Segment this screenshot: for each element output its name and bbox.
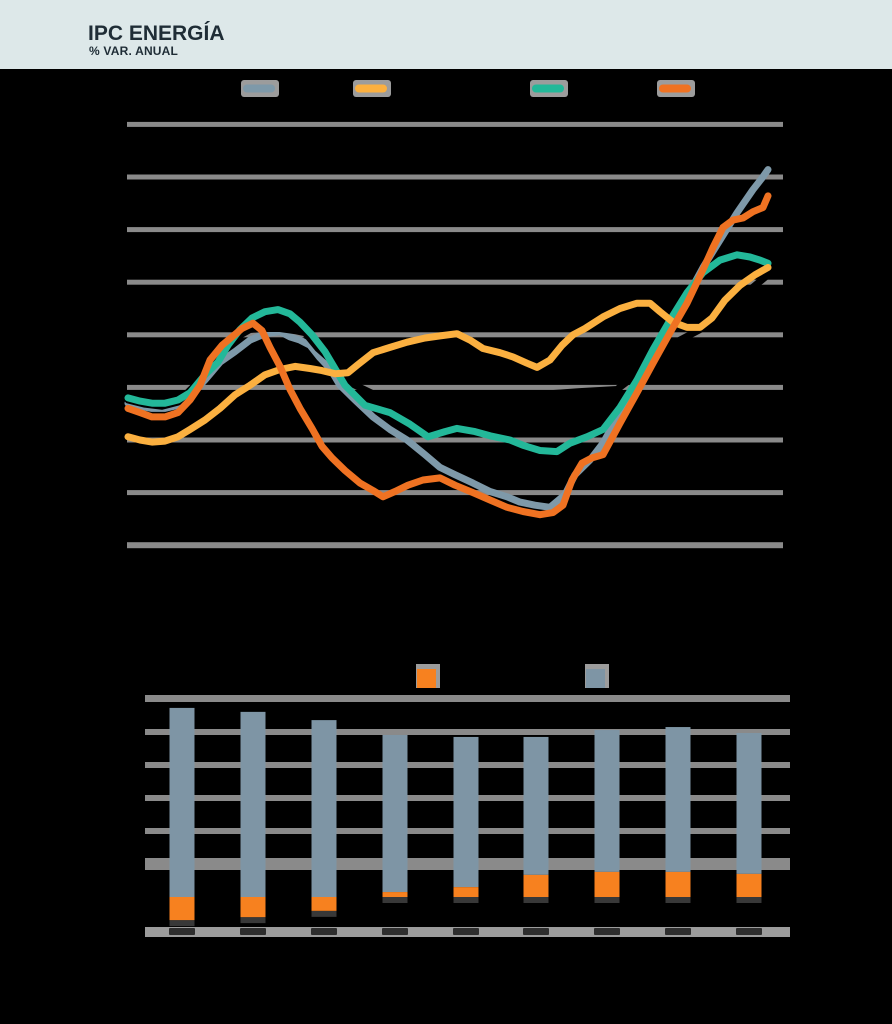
axis-label-smudge xyxy=(311,928,337,935)
bar-shadow xyxy=(736,897,762,903)
line-chart-gridline xyxy=(127,174,783,180)
title-banner: IPC ENERGÍA % VAR. ANUAL xyxy=(0,0,892,69)
series-teal-line xyxy=(124,251,772,456)
axis-label-smudge xyxy=(240,928,266,935)
bar-orange-segment xyxy=(240,897,266,918)
bar-chart-top-border xyxy=(145,695,790,702)
axis-label-smudge xyxy=(594,928,620,935)
line-chart-gridline xyxy=(127,121,783,127)
bar-orange-segment xyxy=(453,887,479,897)
page-title: IPC ENERGÍA xyxy=(88,22,225,45)
legend-bar-gray-swatch xyxy=(586,669,605,688)
bar-gray-segment xyxy=(594,730,620,872)
page-subtitle: % VAR. ANUAL xyxy=(89,44,179,58)
bar-gray-segment xyxy=(665,727,691,872)
axis-label-smudge xyxy=(523,928,549,935)
line-chart-gridline xyxy=(127,542,783,549)
line-chart-gridline xyxy=(127,384,783,390)
bar-gray-segment xyxy=(311,720,337,897)
bar-orange-segment xyxy=(311,897,337,911)
axis-label-smudge xyxy=(665,928,691,935)
bar-shadow xyxy=(594,897,620,903)
line-chart-gridline xyxy=(127,490,783,496)
bar-shadow xyxy=(169,920,195,927)
bar-orange-segment xyxy=(523,874,549,897)
axis-label-smudge xyxy=(169,928,195,935)
bar-orange-segment xyxy=(736,873,762,897)
axis-label-smudge xyxy=(382,928,408,935)
line-chart-gridline xyxy=(127,437,783,443)
axis-label-smudge xyxy=(736,928,762,935)
bar-shadow xyxy=(311,910,337,917)
bar-gray-segment xyxy=(453,736,479,888)
bar-orange-segment xyxy=(382,892,408,897)
bar-shadow xyxy=(240,917,266,924)
line-chart-gridline xyxy=(127,227,783,233)
bar-orange-segment xyxy=(594,871,620,897)
bar-gray-segment xyxy=(382,734,408,893)
bar-shadow xyxy=(453,897,479,903)
legend-bar-orange-swatch xyxy=(417,669,436,688)
bar-gray-segment xyxy=(736,732,762,874)
series-orange-line xyxy=(124,192,772,519)
bar-shadow xyxy=(523,897,549,903)
bar-shadow xyxy=(665,897,691,903)
bar-chart-gridline xyxy=(145,729,790,735)
bar-gray-segment xyxy=(240,711,266,897)
series-gray-line xyxy=(124,166,772,511)
line-chart-gridline xyxy=(127,279,783,285)
bar-shadow xyxy=(382,897,408,903)
series-amber-line xyxy=(124,264,772,446)
bar-orange-segment xyxy=(169,897,195,921)
bar-orange-segment xyxy=(665,871,691,897)
bar-gray-segment xyxy=(169,707,195,897)
bar-gray-segment xyxy=(523,736,549,875)
axis-label-smudge xyxy=(453,928,479,935)
